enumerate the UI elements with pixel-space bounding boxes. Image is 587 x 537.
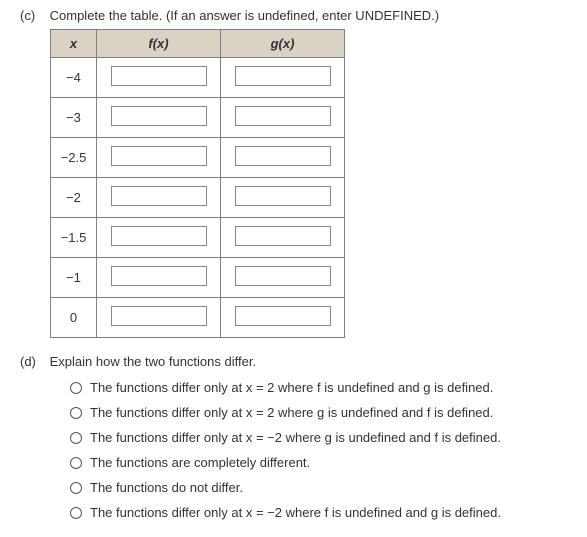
- part-c-letter: (c): [20, 8, 46, 23]
- col-header-gx: g(x): [221, 30, 345, 58]
- table-row: 0: [51, 298, 345, 338]
- cell-gx: [221, 138, 345, 178]
- part-c-prompt: (c) Complete the table. (If an answer is…: [20, 8, 567, 23]
- cell-fx: [97, 138, 221, 178]
- fx-input[interactable]: [111, 306, 207, 326]
- fx-input[interactable]: [111, 146, 207, 166]
- cell-gx: [221, 98, 345, 138]
- option-label: The functions are completely different.: [90, 455, 310, 470]
- function-table: x f(x) g(x) −4−3−2.5−2−1.5−10: [50, 29, 345, 338]
- option-label: The functions differ only at x = 2 where…: [90, 405, 493, 420]
- fx-input[interactable]: [111, 106, 207, 126]
- options-group: The functions differ only at x = 2 where…: [70, 375, 567, 525]
- option-label: The functions differ only at x = −2 wher…: [90, 505, 501, 520]
- fx-input[interactable]: [111, 226, 207, 246]
- table-row: −3: [51, 98, 345, 138]
- option-label: The functions do not differ.: [90, 480, 243, 495]
- cell-fx: [97, 178, 221, 218]
- cell-x: −4: [51, 58, 97, 98]
- gx-input[interactable]: [235, 306, 331, 326]
- radio-icon[interactable]: [70, 457, 82, 469]
- radio-icon[interactable]: [70, 432, 82, 444]
- gx-input[interactable]: [235, 66, 331, 86]
- table-row: −2.5: [51, 138, 345, 178]
- part-d-letter: (d): [20, 354, 46, 369]
- gx-input[interactable]: [235, 266, 331, 286]
- option-label: The functions differ only at x = 2 where…: [90, 380, 493, 395]
- cell-gx: [221, 298, 345, 338]
- radio-icon[interactable]: [70, 382, 82, 394]
- part-d-prompt: (d) Explain how the two functions differ…: [20, 354, 567, 369]
- col-header-fx: f(x): [97, 30, 221, 58]
- cell-gx: [221, 258, 345, 298]
- cell-gx: [221, 218, 345, 258]
- option-row[interactable]: The functions differ only at x = 2 where…: [70, 375, 567, 400]
- worksheet-page: (c) Complete the table. (If an answer is…: [0, 0, 587, 533]
- option-row[interactable]: The functions differ only at x = 2 where…: [70, 400, 567, 425]
- table-row: −2: [51, 178, 345, 218]
- cell-fx: [97, 258, 221, 298]
- cell-fx: [97, 58, 221, 98]
- fx-input[interactable]: [111, 66, 207, 86]
- radio-icon[interactable]: [70, 507, 82, 519]
- radio-icon[interactable]: [70, 482, 82, 494]
- table-row: −1.5: [51, 218, 345, 258]
- option-row[interactable]: The functions differ only at x = −2 wher…: [70, 425, 567, 450]
- part-c-text: Complete the table. (If an answer is und…: [50, 8, 439, 23]
- cell-x: 0: [51, 298, 97, 338]
- table-row: −1: [51, 258, 345, 298]
- option-row[interactable]: The functions do not differ.: [70, 475, 567, 500]
- table-row: −4: [51, 58, 345, 98]
- option-row[interactable]: The functions differ only at x = −2 wher…: [70, 500, 567, 525]
- cell-x: −2: [51, 178, 97, 218]
- cell-fx: [97, 298, 221, 338]
- cell-fx: [97, 218, 221, 258]
- col-header-x: x: [51, 30, 97, 58]
- cell-gx: [221, 58, 345, 98]
- cell-fx: [97, 98, 221, 138]
- table-header-row: x f(x) g(x): [51, 30, 345, 58]
- option-label: The functions differ only at x = −2 wher…: [90, 430, 501, 445]
- cell-x: −2.5: [51, 138, 97, 178]
- cell-x: −3: [51, 98, 97, 138]
- cell-x: −1: [51, 258, 97, 298]
- option-row[interactable]: The functions are completely different.: [70, 450, 567, 475]
- gx-input[interactable]: [235, 146, 331, 166]
- gx-input[interactable]: [235, 226, 331, 246]
- radio-icon[interactable]: [70, 407, 82, 419]
- fx-input[interactable]: [111, 266, 207, 286]
- cell-gx: [221, 178, 345, 218]
- cell-x: −1.5: [51, 218, 97, 258]
- gx-input[interactable]: [235, 106, 331, 126]
- gx-input[interactable]: [235, 186, 331, 206]
- part-d-text: Explain how the two functions differ.: [50, 354, 256, 369]
- fx-input[interactable]: [111, 186, 207, 206]
